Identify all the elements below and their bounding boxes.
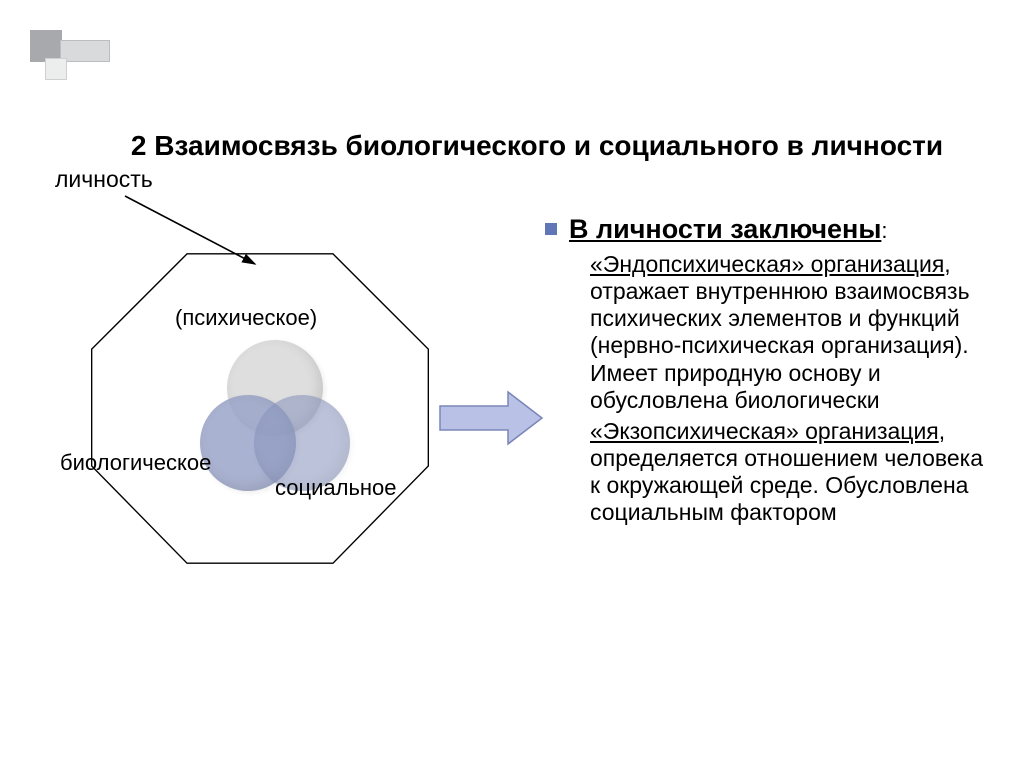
- decor-square-light: [45, 58, 67, 80]
- biological-label: биологическое: [60, 450, 211, 476]
- headline-colon: :: [881, 218, 887, 243]
- social-label: социальное: [275, 475, 397, 501]
- slide-title: 2 Взаимосвязь биологического и социально…: [90, 130, 984, 162]
- bullet-square-icon: [545, 223, 557, 235]
- psychic-label: (психическое): [175, 305, 317, 331]
- decor-square-mid: [60, 40, 110, 62]
- block-arrow-icon: [438, 388, 548, 448]
- para-endopsychic: «Эндопсихическая» организация, отражает …: [590, 251, 989, 414]
- endopsychic-term: «Эндопсихическая» организация: [590, 251, 944, 277]
- headline-container: В личности заключены:: [569, 214, 888, 245]
- para-exopsychic: «Экзопсихическая» организация, определяе…: [590, 418, 989, 527]
- exopsychic-term: «Экзопсихическая» организация: [590, 418, 939, 444]
- headline-text: В личности заключены: [569, 214, 881, 244]
- bullet-headline-row: В личности заключены:: [545, 214, 989, 245]
- venn-diagram-area: (психическое) биологическое социальное: [60, 250, 460, 580]
- text-column: В личности заключены: «Эндопсихическая» …: [545, 214, 989, 530]
